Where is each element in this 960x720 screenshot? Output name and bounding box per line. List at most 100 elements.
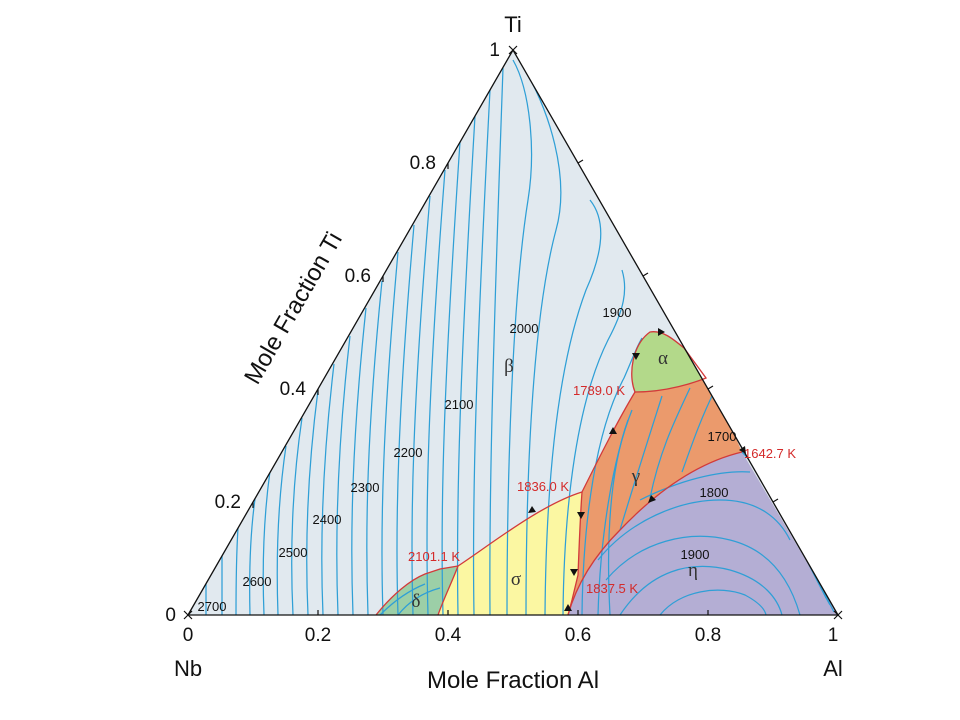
direction-arrows (528, 328, 746, 611)
tick-mark (508, 45, 518, 55)
isotherm-label: 1900 (681, 547, 710, 562)
isotherm (235, 527, 239, 615)
tick-mark (577, 159, 584, 164)
isotherm (544, 199, 602, 615)
isotherm-label: 1700 (708, 429, 737, 444)
isotherm (411, 195, 431, 615)
tick-mark (183, 610, 193, 620)
sigma-gamma-boundary (567, 491, 583, 616)
gamma-region (568, 378, 742, 615)
arrow-marker (564, 604, 572, 611)
isotherm (306, 389, 319, 615)
invariant-labels: 1789.0 K 1836.0 K 2101.1 K 1837.5 K 1642… (408, 383, 796, 596)
alpha-boundary (631, 331, 708, 393)
phase-label-eta: η (688, 560, 698, 581)
isotherm (607, 419, 629, 615)
isotherm (619, 395, 663, 531)
isotherm (381, 251, 399, 615)
triangle-frame (186, 48, 840, 616)
isotherm-label: 1900 (603, 305, 632, 320)
left-tick-label: 0.2 (215, 492, 241, 513)
tick-mark (772, 498, 779, 503)
phase-label-alpha: α (658, 348, 668, 369)
isotherm (379, 583, 426, 615)
tick-mark (707, 385, 714, 390)
phase-label-gamma: γ (631, 466, 640, 487)
isotherm-label: 2000 (510, 321, 539, 336)
isotherm (562, 269, 626, 615)
arrow-marker (577, 512, 585, 519)
arrow-marker (570, 569, 578, 576)
phase-boundaries (375, 331, 743, 616)
left-tick-label: 0.4 (280, 379, 307, 400)
isotherm-label: 2400 (313, 512, 342, 527)
isotherm-label: 2700 (198, 599, 227, 614)
delta-beta-boundary (375, 565, 459, 616)
arrow-marker (609, 427, 617, 434)
vertex-label-ti: Ti (504, 12, 522, 37)
alpha-region (631, 331, 706, 392)
isotherm (659, 589, 767, 615)
phase-label-beta: β (504, 356, 514, 377)
sigma-beta-boundary (457, 491, 583, 567)
isotherm (336, 335, 351, 615)
arrow-marker (528, 506, 536, 513)
phase-label-sigma: σ (511, 569, 521, 590)
left-tick-label: 1 (489, 40, 500, 61)
left-axis-labels: 0 0.2 0.4 0.6 0.8 1 (165, 40, 500, 626)
vertex-label-nb: Nb (174, 656, 202, 681)
isotherm (397, 587, 441, 615)
isotherm (619, 565, 783, 615)
isotherm (276, 445, 287, 615)
isotherm (249, 498, 256, 615)
left-tick-label: 0.6 (345, 266, 371, 287)
axis-title-bottom: Mole Fraction Al (427, 667, 599, 694)
phase-label-delta: δ (412, 591, 421, 612)
isotherm (321, 363, 335, 615)
isotherm (597, 499, 791, 561)
isotherm (291, 417, 303, 615)
vertex-label-al: Al (823, 656, 843, 681)
bottom-axis-labels: 0 0.2 0.4 0.6 0.8 1 (183, 625, 839, 646)
invariant-label: 1642.7 K (744, 446, 796, 461)
isotherm (681, 391, 715, 473)
bottom-tick-label: 1 (828, 625, 839, 646)
invariant-label: 1836.0 K (517, 479, 569, 494)
bottom-tick-label: 0.8 (695, 625, 721, 646)
isotherm (426, 169, 446, 615)
isotherm-label: 2600 (243, 574, 272, 589)
isotherm (639, 471, 751, 501)
isotherm (605, 535, 801, 615)
isotherm-label: 2300 (351, 480, 380, 495)
gamma-beta-boundary (581, 391, 636, 493)
isotherms (205, 54, 835, 615)
isotherm-labels: 2700 2600 2500 2400 2300 2200 2100 2000 … (198, 305, 737, 614)
eta-region (568, 452, 838, 615)
phase-symbols: β α γ η σ δ (412, 348, 698, 612)
tick-marks (183, 45, 843, 620)
delta-region (376, 566, 458, 615)
invariant-label: 2101.1 K (408, 549, 460, 564)
gamma-eta-boundary (567, 451, 743, 616)
isotherm-label: 2100 (445, 397, 474, 412)
isotherm (396, 224, 415, 615)
isotherm (366, 280, 383, 615)
bottom-tick-label: 0 (183, 625, 194, 646)
isotherm-label: 2200 (394, 445, 423, 460)
arrow-marker (648, 495, 656, 503)
bottom-tick-label: 0.6 (565, 625, 591, 646)
isotherm (506, 59, 533, 615)
isotherm (262, 470, 271, 615)
invariant-label: 1837.5 K (586, 581, 638, 596)
bottom-tick-label: 0.4 (435, 625, 462, 646)
isotherm-label: 2500 (279, 545, 308, 560)
left-tick-label: 0 (165, 605, 176, 626)
arrow-marker (658, 328, 665, 336)
invariant-label: 1789.0 K (573, 383, 625, 398)
left-tick-label: 0.8 (410, 153, 436, 174)
isotherm (351, 307, 367, 615)
bottom-tick-label: 0.2 (305, 625, 331, 646)
isotherm (515, 54, 562, 615)
isotherm (489, 67, 504, 615)
